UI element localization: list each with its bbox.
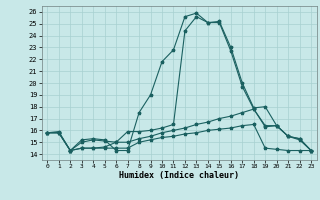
X-axis label: Humidex (Indice chaleur): Humidex (Indice chaleur) [119,171,239,180]
